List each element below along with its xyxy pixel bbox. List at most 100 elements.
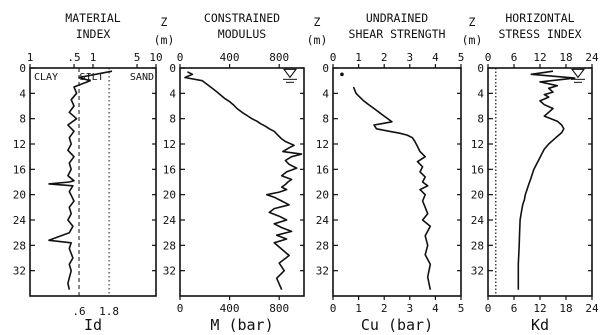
x-bottom-tick-label: 0 xyxy=(177,302,184,315)
depth-axis-label-z: Z xyxy=(469,15,476,29)
x-top-tick-label: 2 xyxy=(381,51,388,64)
depth-tick-label: 12 xyxy=(471,138,484,151)
x-top-tick-label: 12 xyxy=(533,51,546,64)
x-top-tick-label: 0 xyxy=(330,51,337,64)
x-top-tick-label: 24 xyxy=(585,51,599,64)
water-table-icon xyxy=(570,68,586,79)
panel-frame-1 xyxy=(179,67,305,297)
x-bottom-tick-label: 0 xyxy=(330,302,337,315)
x-bottom-tick-label: 6 xyxy=(511,302,518,315)
depth-tick-label: 28 xyxy=(471,239,484,252)
depth-tick-label: 0 xyxy=(19,62,26,75)
depth-tick-label: 16 xyxy=(13,163,26,176)
depth-axis-label-unit: (m) xyxy=(154,33,175,47)
depth-tick-label: 32 xyxy=(316,265,329,278)
x-bottom-tick-label: 4 xyxy=(432,302,439,315)
x-top-tick-label: .5 xyxy=(67,51,80,64)
depth-tick-label: 0 xyxy=(169,62,176,75)
x-axis-label-2: Cu (bar) xyxy=(361,316,433,334)
panel-title-line1-2: UNDRAINED xyxy=(366,11,428,25)
series-line-0-0 xyxy=(48,70,113,290)
x-bottom-tick-label: 800 xyxy=(269,302,289,315)
panel-title-line1-0: MATERIAL xyxy=(65,11,120,25)
depth-tick-label: 32 xyxy=(471,265,484,278)
depth-axis-label-unit: (m) xyxy=(462,33,483,47)
x-axis-label-1: M (bar) xyxy=(210,316,273,334)
depth-tick-label: 24 xyxy=(471,214,485,227)
depth-tick-label: 16 xyxy=(316,163,329,176)
panel-title-line1-1: CONSTRAINED xyxy=(204,11,280,25)
x-top-tick-label: 3 xyxy=(406,51,413,64)
zone-label: CLAY xyxy=(34,72,58,83)
x-top-tick-label: 5 xyxy=(134,51,141,64)
depth-tick-label: 12 xyxy=(163,138,176,151)
depth-tick-label: 8 xyxy=(322,113,329,126)
x-bottom-tick-label: 12 xyxy=(533,302,546,315)
x-bottom-tick-label: 2 xyxy=(381,302,388,315)
data-point xyxy=(340,72,344,77)
x-top-tick-label: 400 xyxy=(220,51,240,64)
x-axis-label-0: Id xyxy=(84,316,102,334)
depth-tick-label: 4 xyxy=(322,87,329,100)
depth-tick-label: 28 xyxy=(163,239,176,252)
x-top-tick-label: 800 xyxy=(269,51,289,64)
x-top-tick-label: 18 xyxy=(559,51,572,64)
panel-frame-3 xyxy=(487,67,593,297)
x-bottom-tick-label: 1.8 xyxy=(99,305,119,318)
x-top-tick-label: 10 xyxy=(149,51,162,64)
depth-tick-label: 12 xyxy=(13,138,26,151)
depth-tick-label: 20 xyxy=(163,189,176,202)
x-bottom-tick-label: 1 xyxy=(355,302,362,315)
x-bottom-tick-label: .6 xyxy=(72,305,85,318)
depth-tick-label: 8 xyxy=(19,113,26,126)
depth-tick-label: 8 xyxy=(169,113,176,126)
depth-tick-label: 20 xyxy=(13,189,26,202)
x-top-tick-label: 6 xyxy=(511,51,518,64)
x-top-tick-label: 0 xyxy=(485,51,492,64)
x-top-tick-label: 1 xyxy=(90,51,97,64)
panel-frame-2 xyxy=(332,67,462,297)
depth-tick-label: 8 xyxy=(477,113,484,126)
depth-tick-label: 24 xyxy=(163,214,177,227)
x-bottom-tick-label: 3 xyxy=(406,302,413,315)
series-line-3-0 xyxy=(517,70,576,290)
x-axis-label-3: Kd xyxy=(531,316,549,334)
zone-label: SAND xyxy=(130,72,154,83)
series-line-1-0 xyxy=(184,71,303,291)
depth-tick-label: 32 xyxy=(13,265,26,278)
zone-label: SILT xyxy=(80,72,104,83)
x-bottom-tick-label: 18 xyxy=(559,302,572,315)
depth-axis-label-z: Z xyxy=(161,15,168,29)
water-table-icon xyxy=(282,68,298,79)
panel-frame-0 xyxy=(29,67,157,297)
depth-tick-label: 28 xyxy=(13,239,26,252)
depth-tick-label: 24 xyxy=(13,214,27,227)
depth-tick-label: 0 xyxy=(477,62,484,75)
panel-title-line2-2: SHEAR STRENGTH xyxy=(349,27,446,41)
panel-title-line2-3: STRESS INDEX xyxy=(498,27,581,41)
panel-title-line2-0: INDEX xyxy=(76,27,111,41)
depth-tick-label: 32 xyxy=(163,265,176,278)
x-bottom-tick-label: 24 xyxy=(585,302,599,315)
depth-axis-label-unit: (m) xyxy=(307,33,328,47)
panel-title-line1-3: HORIZONTAL xyxy=(505,11,574,25)
x-top-tick-label: 4 xyxy=(432,51,439,64)
x-bottom-tick-label: 5 xyxy=(458,302,465,315)
x-top-tick-label: 1 xyxy=(355,51,362,64)
x-top-tick-label: 0 xyxy=(177,51,184,64)
depth-tick-label: 28 xyxy=(316,239,329,252)
depth-tick-label: 24 xyxy=(316,214,330,227)
x-bottom-tick-label: 0 xyxy=(485,302,492,315)
depth-tick-label: 12 xyxy=(316,138,329,151)
x-bottom-tick-label: 400 xyxy=(220,302,240,315)
depth-tick-label: 20 xyxy=(316,189,329,202)
depth-tick-label: 4 xyxy=(19,87,26,100)
panel-title-line2-1: MODULUS xyxy=(218,27,267,41)
depth-tick-label: 16 xyxy=(471,163,484,176)
depth-tick-label: 4 xyxy=(477,87,484,100)
series-line-2-0 xyxy=(352,86,432,290)
depth-tick-label: 20 xyxy=(471,189,484,202)
x-top-tick-label: 1 xyxy=(27,51,34,64)
depth-tick-label: 16 xyxy=(163,163,176,176)
